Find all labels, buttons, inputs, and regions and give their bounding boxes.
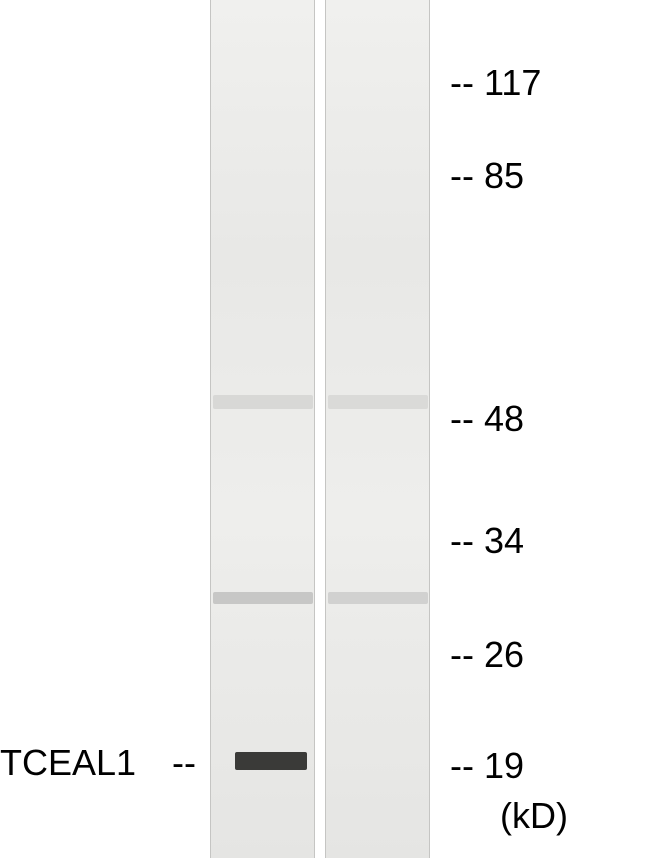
marker-label-0: -- 117: [450, 62, 541, 104]
lane1-band-1: [213, 592, 313, 604]
protein-label: TCEAL1: [0, 742, 136, 784]
lane1-band-0: [213, 395, 313, 409]
marker-label-4: -- 26: [450, 634, 524, 676]
protein-label-dash: --: [172, 742, 196, 784]
lane2-band-1: [328, 592, 428, 604]
blot-container: [210, 0, 435, 858]
lane-2: [325, 0, 430, 858]
lane-gap: [315, 0, 325, 858]
marker-label-3: -- 34: [450, 520, 524, 562]
unit-label: (kD): [500, 795, 568, 837]
marker-label-5: -- 19: [450, 745, 524, 787]
marker-label-1: -- 85: [450, 155, 524, 197]
marker-label-2: -- 48: [450, 398, 524, 440]
lane1-band-2: [235, 752, 307, 770]
lane2-band-0: [328, 395, 428, 409]
lane-1: [210, 0, 315, 858]
